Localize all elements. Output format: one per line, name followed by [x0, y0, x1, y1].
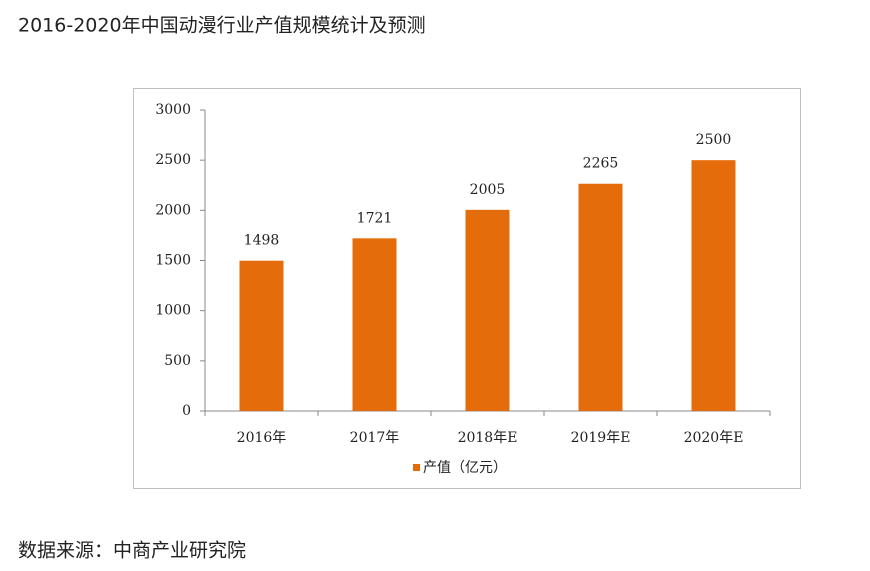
x-tick-label: 2020年E: [684, 430, 744, 446]
bar: [239, 260, 284, 411]
y-tick-label: 3000: [155, 102, 191, 118]
x-tick-label: 2018年E: [458, 430, 518, 446]
y-tick-label: 1000: [155, 303, 191, 319]
chart-title: 2016-2020年中国动漫行业产值规模统计及预测: [18, 15, 426, 37]
y-tick-label: 0: [182, 403, 191, 419]
x-tick-label: 2016年: [237, 430, 287, 446]
y-tick-label: 1500: [155, 253, 191, 269]
value-label: 1721: [357, 210, 393, 226]
value-label: 2005: [470, 182, 506, 198]
value-label: 2265: [583, 156, 619, 172]
value-label: 2500: [696, 132, 732, 148]
bar: [352, 238, 397, 411]
x-tick-label: 2017年: [350, 430, 400, 446]
x-tick-label: 2019年E: [571, 430, 631, 446]
value-label: 1498: [244, 233, 280, 249]
legend-swatch: [413, 464, 420, 471]
chart-frame: [133, 88, 801, 489]
bar: [465, 209, 510, 411]
bar: [578, 183, 623, 411]
bar: [691, 160, 736, 411]
y-tick-label: 2500: [155, 152, 191, 168]
y-tick-label: 500: [164, 353, 191, 369]
legend-label: 产值（亿元）: [423, 460, 507, 476]
source-note: 数据来源：中商产业研究院: [18, 540, 246, 562]
y-tick-label: 2000: [155, 202, 191, 218]
